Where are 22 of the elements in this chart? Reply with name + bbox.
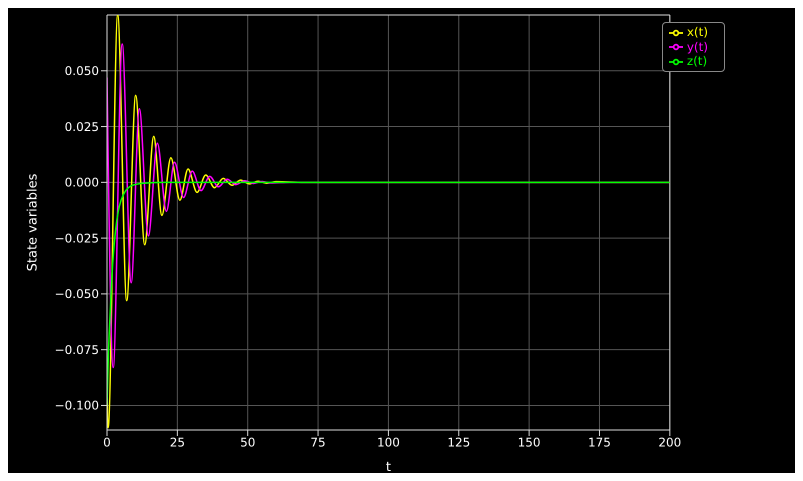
x-tick-label: 125 bbox=[447, 436, 470, 450]
x-tick-label: 150 bbox=[518, 436, 541, 450]
x-tick-label: 100 bbox=[376, 436, 400, 450]
x-tick-label: 200 bbox=[658, 436, 682, 450]
legend-label: y(t) bbox=[686, 40, 708, 54]
line-series bbox=[107, 182, 670, 406]
y-tick-label: −0.100 bbox=[54, 398, 99, 413]
x-tick-label: 50 bbox=[240, 436, 256, 450]
y-tick-label: −0.025 bbox=[54, 231, 99, 246]
x-tick-label: 175 bbox=[588, 436, 611, 450]
y-axis-title: State variables bbox=[26, 173, 41, 272]
y-tick-label: 0.025 bbox=[64, 120, 99, 134]
x-tick-label: 0 bbox=[103, 436, 111, 450]
y-tick-label: −0.075 bbox=[54, 342, 99, 357]
y-tick-label: −0.050 bbox=[54, 287, 99, 302]
y-tick-label: 0.000 bbox=[64, 176, 99, 190]
x-axis-title: t bbox=[386, 460, 391, 475]
legend-label: x(t) bbox=[686, 25, 708, 39]
x-tick-label: 25 bbox=[170, 436, 185, 450]
x-tick-label: 75 bbox=[310, 436, 326, 450]
legend-label: z(t) bbox=[686, 54, 708, 68]
y-tick-label: 0.050 bbox=[64, 64, 99, 78]
